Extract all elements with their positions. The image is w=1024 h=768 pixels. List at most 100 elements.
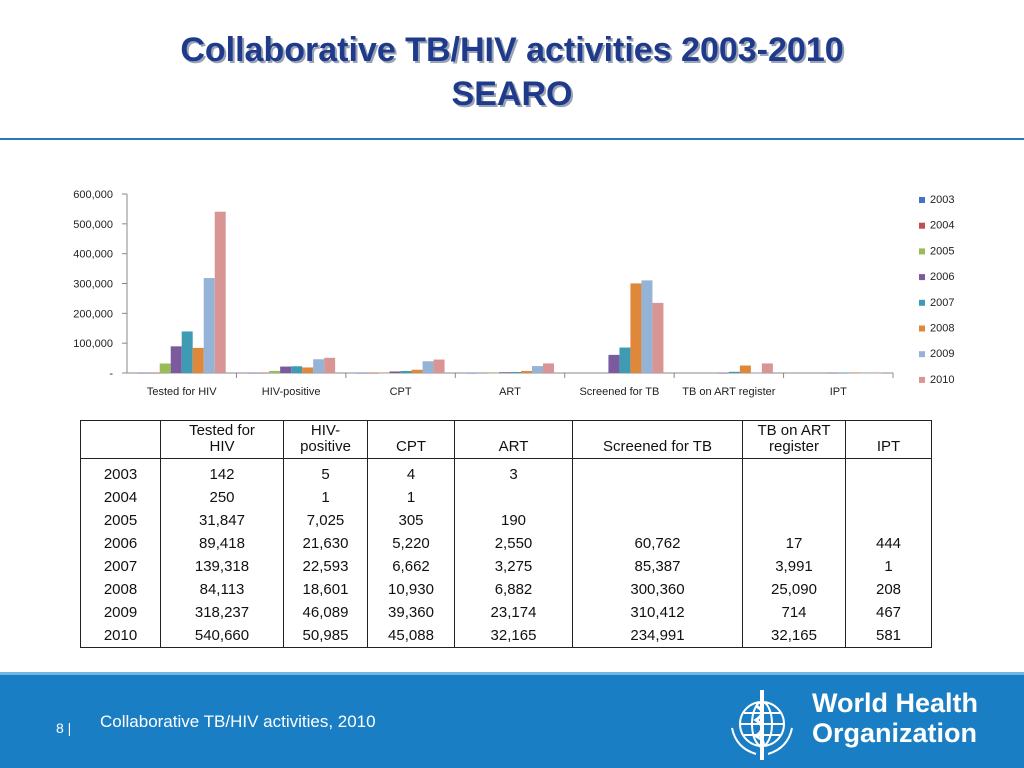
row-year: 2006: [80, 532, 161, 555]
table-cell: 3: [454, 458, 573, 486]
legend-label: 2004: [930, 220, 954, 232]
table-cell: [845, 458, 932, 486]
table-cell: 1: [845, 555, 932, 578]
table-cell: [454, 486, 573, 509]
legend-swatch: [919, 376, 925, 383]
bar-2007: [181, 331, 193, 373]
bar-2007: [400, 371, 412, 373]
table-cell: 25,090: [742, 578, 846, 601]
legend-label: 2003: [930, 194, 954, 206]
bar-2008: [630, 283, 642, 373]
table-cell: 4: [367, 458, 455, 486]
page-number: 8 |: [56, 720, 72, 736]
organization-name-line2: Organization: [812, 718, 978, 748]
table-cell: 50,985: [283, 624, 368, 648]
row-year: 2005: [80, 509, 161, 532]
legend-swatch: [919, 222, 925, 229]
y-tick-label: 400,000: [73, 249, 113, 261]
table-cell: 305: [367, 509, 455, 532]
table-cell: 31,847: [160, 509, 284, 532]
table-body: 2003 142 5 4 3 2004 250 1 1 2005 31,847 7,025 305 190…: [80, 458, 932, 648]
bar-2003: [466, 372, 477, 374]
chart-x-labels: Tested for HIV HIV-positive CPT ART Screened…: [147, 386, 847, 398]
table-cell: 142: [160, 458, 284, 486]
bar-2008: [302, 367, 314, 373]
table-cell: 540,660: [160, 624, 284, 648]
table-row: 2006 89,418 21,630 5,220 2,550 60,762 17 444: [80, 532, 932, 555]
legend-swatch: [919, 299, 925, 306]
table-cell: 190: [454, 509, 573, 532]
bar-2008: [192, 347, 204, 373]
table-cell: 444: [845, 532, 932, 555]
table-cell: 60,762: [572, 532, 743, 555]
table-cell: 6,662: [367, 555, 455, 578]
slide-title: Collaborative TB/HIV activities 2003-201…: [0, 28, 1024, 116]
bar-2009: [860, 372, 872, 374]
bar-2004: [367, 372, 379, 374]
bar-2003: [356, 372, 368, 374]
table-cell: [742, 458, 846, 486]
bar-2005: [378, 372, 390, 374]
table-cell: 3,275: [454, 555, 573, 578]
bar-2010: [433, 359, 445, 373]
table-header-cell: Tested for HIV: [160, 420, 284, 459]
y-tick-label: 200,000: [73, 308, 113, 320]
footer-bar: 8 | Collaborative TB/HIV activities, 201…: [0, 672, 1024, 768]
legend-label: 2008: [930, 323, 954, 335]
legend-swatch: [919, 248, 925, 255]
bar-2007: [619, 347, 631, 373]
y-tick-label: -: [109, 368, 113, 380]
bar-2008: [411, 369, 423, 373]
bar-2009: [203, 278, 215, 373]
bar-2010: [761, 363, 773, 373]
legend-label: 2007: [930, 297, 954, 309]
table-cell: 6,882: [454, 578, 573, 601]
bar-2008: [521, 370, 532, 373]
table-cell: 46,089: [283, 601, 368, 624]
row-year: 2007: [80, 555, 161, 578]
bar-2010: [652, 302, 664, 373]
bar-2004: [258, 372, 270, 374]
data-table: Tested for HIV HIV-positive CPT ART Screened…: [80, 420, 932, 648]
table-cell: 32,165: [742, 624, 846, 648]
x-tick-label: Screened for TB: [579, 386, 659, 398]
table-row: 2003 142 5 4 3: [80, 458, 932, 486]
bar-2006: [280, 366, 292, 373]
table-cell: 1: [367, 486, 455, 509]
x-tick-label: HIV-positive: [262, 386, 321, 398]
legend-swatch: [919, 274, 925, 281]
table-cell: 300,360: [572, 578, 743, 601]
table-cell: 89,418: [160, 532, 284, 555]
bar-2005: [488, 372, 499, 374]
table-cell: [742, 486, 846, 509]
title-divider: [0, 138, 1024, 140]
table-cell: 23,174: [454, 601, 573, 624]
table-cell: 7,025: [283, 509, 368, 532]
bar-2006: [827, 372, 839, 374]
table-cell: 234,991: [572, 624, 743, 648]
x-tick-label: ART: [499, 386, 521, 398]
table-cell: [572, 486, 743, 509]
table-row: 2009 318,237 46,089 39,360 23,174 310,412 714 4…: [80, 601, 932, 624]
legend-label: 2009: [930, 348, 954, 360]
table-cell: 39,360: [367, 601, 455, 624]
bar-2008: [849, 372, 861, 374]
organization-name: World Health Organization: [812, 688, 978, 748]
table-cell: 714: [742, 601, 846, 624]
table-header-cell: HIV-positive: [283, 420, 368, 459]
table-header-cell: [80, 420, 161, 459]
table-cell: 318,237: [160, 601, 284, 624]
table-row: 2005 31,847 7,025 305 190: [80, 509, 932, 532]
table-header-cell: IPT: [845, 420, 932, 459]
table-cell: 18,601: [283, 578, 368, 601]
table-row: 2004 250 1 1: [80, 486, 932, 509]
y-tick-label: 100,000: [73, 338, 113, 350]
slide-title-line1: Collaborative TB/HIV activities 2003-201…: [180, 31, 844, 69]
bar-2003: [137, 372, 149, 374]
table-header-cell: TB on ART register: [742, 420, 846, 459]
row-year: 2009: [80, 601, 161, 624]
legend-swatch: [919, 197, 925, 203]
chart-legend: 2003 2004 2005 2006 2007 2008 2009 2010: [919, 194, 954, 386]
bar-2009: [750, 372, 762, 374]
y-tick-label: 300,000: [73, 279, 113, 291]
